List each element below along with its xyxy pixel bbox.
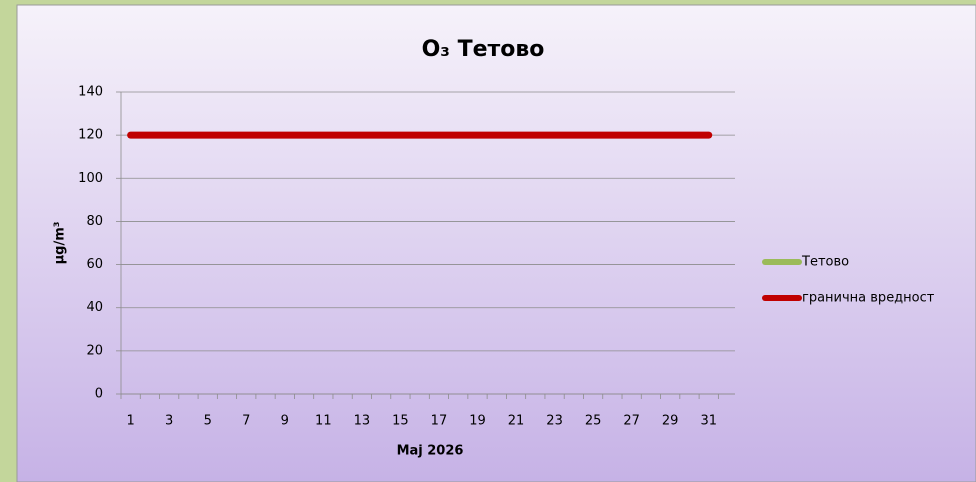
x-tick-label: 23 [546, 414, 563, 429]
x-tick-label: 13 [354, 414, 371, 429]
legend-label: гранична вредност [802, 291, 935, 306]
x-tick-label: 27 [623, 414, 640, 429]
x-tick-label: 1 [126, 414, 134, 429]
x-tick-label: 29 [662, 414, 679, 429]
y-tick-label: 80 [86, 214, 103, 229]
y-tick-label: 0 [95, 387, 103, 402]
x-tick-label: 19 [469, 414, 486, 429]
x-tick-label: 3 [165, 414, 173, 429]
chart-title: O₃ Тетово [422, 37, 545, 62]
x-tick-label: 17 [431, 414, 448, 429]
y-tick-label: 40 [86, 300, 103, 315]
y-tick-label: 140 [78, 85, 103, 100]
y-tick-label: 60 [86, 257, 103, 272]
legend-label: Тетово [801, 255, 849, 270]
x-tick-label: 9 [281, 414, 289, 429]
x-tick-label: 7 [242, 414, 250, 429]
x-tick-label: 31 [700, 414, 717, 429]
y-tick-label: 20 [86, 343, 103, 358]
chart-area [16, 4, 976, 482]
x-tick-label: 25 [585, 414, 602, 429]
x-tick-label: 5 [204, 414, 212, 429]
x-axis-label: Maj 2026 [397, 444, 464, 459]
y-axis-label: µg/m³ [53, 222, 68, 265]
x-tick-label: 21 [508, 414, 525, 429]
y-tick-label: 100 [78, 171, 103, 186]
x-tick-label: 11 [315, 414, 332, 429]
x-tick-label: 15 [392, 414, 409, 429]
y-tick-label: 120 [78, 128, 103, 143]
